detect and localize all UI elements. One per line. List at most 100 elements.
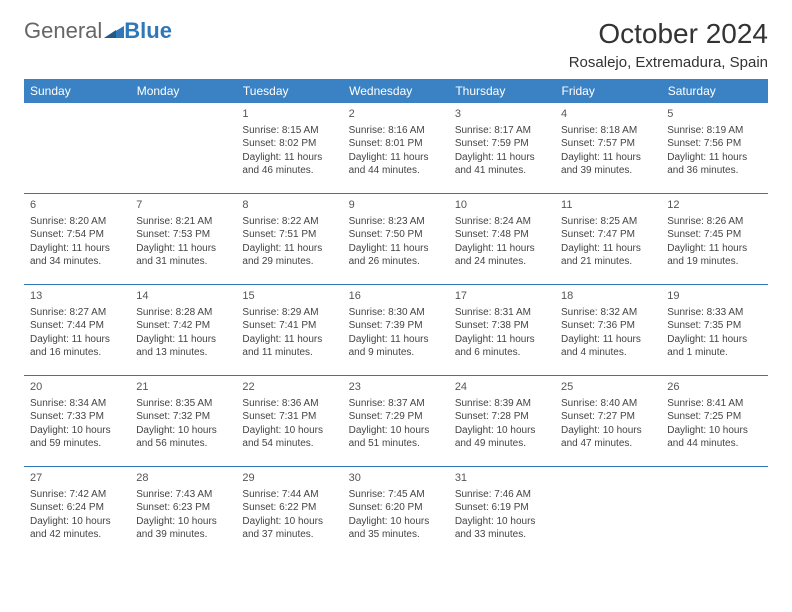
- sunset-text: Sunset: 7:27 PM: [561, 410, 655, 424]
- calendar-day-cell: 23Sunrise: 8:37 AMSunset: 7:29 PMDayligh…: [343, 376, 449, 467]
- weekday-header: Tuesday: [236, 79, 342, 103]
- calendar-empty-cell: [24, 103, 130, 194]
- daylight-text: Daylight: 10 hours and 33 minutes.: [455, 515, 549, 542]
- sunset-text: Sunset: 6:22 PM: [242, 501, 336, 515]
- calendar-day-cell: 6Sunrise: 8:20 AMSunset: 7:54 PMDaylight…: [24, 194, 130, 285]
- brand-triangle-icon: [104, 18, 124, 44]
- weekday-header: Sunday: [24, 79, 130, 103]
- daylight-text: Daylight: 10 hours and 54 minutes.: [242, 424, 336, 451]
- calendar-day-cell: 21 Sunrise: 8:35 AMSunset: 7:32 PMDayligh…: [130, 376, 236, 467]
- calendar-day-cell: 1Sunrise: 8:15 AMSunset: 8:02 PMDaylight…: [236, 103, 342, 194]
- calendar-week-row: 6Sunrise: 8:20 AMSunset: 7:54 PMDaylight…: [24, 194, 768, 285]
- daylight-text: Daylight: 10 hours and 56 minutes.: [136, 424, 230, 451]
- sunset-text: Sunset: 6:20 PM: [349, 501, 443, 515]
- daylight-text: Daylight: 11 hours and 6 minutes.: [455, 333, 549, 360]
- day-number: 4: [561, 107, 655, 122]
- sunrise-text: Sunrise: 8:16 AM: [349, 124, 443, 138]
- sunrise-text: Sunrise: 8:33 AM: [667, 306, 761, 320]
- calendar-body: 1Sunrise: 8:15 AMSunset: 8:02 PMDaylight…: [24, 103, 768, 557]
- calendar-day-cell: 20Sunrise: 8:34 AMSunset: 7:33 PMDayligh…: [24, 376, 130, 467]
- daylight-text: Daylight: 11 hours and 21 minutes.: [561, 242, 655, 269]
- calendar-day-cell: 27Sunrise: 7:42 AMSunset: 6:24 PMDayligh…: [24, 467, 130, 558]
- calendar-day-cell: 22Sunrise: 8:36 AMSunset: 7:31 PMDayligh…: [236, 376, 342, 467]
- sunrise-text: Sunrise: 8:40 AM: [561, 397, 655, 411]
- calendar-day-cell: 11Sunrise: 8:25 AMSunset: 7:47 PMDayligh…: [555, 194, 661, 285]
- daylight-text: Daylight: 10 hours and 44 minutes.: [667, 424, 761, 451]
- day-number: 25: [561, 380, 655, 395]
- sunrise-text: Sunrise: 7:42 AM: [30, 488, 124, 502]
- weekday-header: Wednesday: [343, 79, 449, 103]
- sunrise-text: Sunrise: 8:17 AM: [455, 124, 549, 138]
- calendar-day-cell: 13Sunrise: 8:27 AMSunset: 7:44 PMDayligh…: [24, 285, 130, 376]
- month-title: October 2024: [569, 18, 768, 50]
- day-number: 18: [561, 289, 655, 304]
- day-number: 1: [242, 107, 336, 122]
- sunset-text: Sunset: 7:36 PM: [561, 319, 655, 333]
- day-number: 27: [30, 471, 124, 486]
- day-number: 22: [242, 380, 336, 395]
- sunrise-text: Sunrise: 8:23 AM: [349, 215, 443, 229]
- day-number: 19: [667, 289, 761, 304]
- calendar-week-row: 27Sunrise: 7:42 AMSunset: 6:24 PMDayligh…: [24, 467, 768, 558]
- day-number: 23: [349, 380, 443, 395]
- day-number: 6: [30, 198, 124, 213]
- sunrise-text: Sunrise: 8:31 AM: [455, 306, 549, 320]
- sunset-text: Sunset: 7:35 PM: [667, 319, 761, 333]
- daylight-text: Daylight: 10 hours and 49 minutes.: [455, 424, 549, 451]
- calendar-day-cell: 7Sunrise: 8:21 AMSunset: 7:53 PMDaylight…: [130, 194, 236, 285]
- weekday-header: Monday: [130, 79, 236, 103]
- calendar-table: SundayMondayTuesdayWednesdayThursdayFrid…: [24, 79, 768, 557]
- calendar-day-cell: 2Sunrise: 8:16 AMSunset: 8:01 PMDaylight…: [343, 103, 449, 194]
- sunset-text: Sunset: 7:47 PM: [561, 228, 655, 242]
- day-number: 24: [455, 380, 549, 395]
- daylight-text: Daylight: 10 hours and 35 minutes.: [349, 515, 443, 542]
- calendar-day-cell: 4Sunrise: 8:18 AMSunset: 7:57 PMDaylight…: [555, 103, 661, 194]
- calendar-day-cell: 26Sunrise: 8:41 AMSunset: 7:25 PMDayligh…: [661, 376, 767, 467]
- daylight-text: Daylight: 11 hours and 19 minutes.: [667, 242, 761, 269]
- calendar-day-cell: 12Sunrise: 8:26 AMSunset: 7:45 PMDayligh…: [661, 194, 767, 285]
- sunset-text: Sunset: 8:02 PM: [242, 137, 336, 151]
- daylight-text: Daylight: 11 hours and 24 minutes.: [455, 242, 549, 269]
- sunset-text: Sunset: 6:19 PM: [455, 501, 549, 515]
- sunrise-text: Sunrise: 8:18 AM: [561, 124, 655, 138]
- daylight-text: Daylight: 11 hours and 13 minutes.: [136, 333, 230, 360]
- calendar-day-cell: 30Sunrise: 7:45 AMSunset: 6:20 PMDayligh…: [343, 467, 449, 558]
- day-number: 5: [667, 107, 761, 122]
- sunset-text: Sunset: 7:41 PM: [242, 319, 336, 333]
- sunset-text: Sunset: 7:29 PM: [349, 410, 443, 424]
- sunrise-text: Sunrise: 8:35 AM: [136, 397, 230, 411]
- sunset-text: Sunset: 8:01 PM: [349, 137, 443, 151]
- day-number: 21: [136, 380, 230, 395]
- sunrise-text: Sunrise: 7:43 AM: [136, 488, 230, 502]
- daylight-text: Daylight: 11 hours and 1 minute.: [667, 333, 761, 360]
- day-number: 28: [136, 471, 230, 486]
- daylight-text: Daylight: 11 hours and 16 minutes.: [30, 333, 124, 360]
- calendar-empty-cell: [130, 103, 236, 194]
- sunset-text: Sunset: 7:56 PM: [667, 137, 761, 151]
- day-number: 3: [455, 107, 549, 122]
- sunset-text: Sunset: 7:32 PM: [136, 410, 230, 424]
- calendar-page: General Blue October 2024 Rosalejo, Extr…: [0, 0, 792, 575]
- sunset-text: Sunset: 7:39 PM: [349, 319, 443, 333]
- sunset-text: Sunset: 7:53 PM: [136, 228, 230, 242]
- calendar-day-cell: 9Sunrise: 8:23 AMSunset: 7:50 PMDaylight…: [343, 194, 449, 285]
- day-number: 2: [349, 107, 443, 122]
- daylight-text: Daylight: 10 hours and 59 minutes.: [30, 424, 124, 451]
- sunrise-text: Sunrise: 8:21 AM: [136, 215, 230, 229]
- day-number: 16: [349, 289, 443, 304]
- daylight-text: Daylight: 11 hours and 29 minutes.: [242, 242, 336, 269]
- calendar-day-cell: 25Sunrise: 8:40 AMSunset: 7:27 PMDayligh…: [555, 376, 661, 467]
- day-number: 17: [455, 289, 549, 304]
- sunset-text: Sunset: 7:59 PM: [455, 137, 549, 151]
- day-number: 31: [455, 471, 549, 486]
- calendar-day-cell: 3Sunrise: 8:17 AMSunset: 7:59 PMDaylight…: [449, 103, 555, 194]
- sunrise-text: Sunrise: 8:26 AM: [667, 215, 761, 229]
- sunrise-text: Sunrise: 8:32 AM: [561, 306, 655, 320]
- calendar-day-cell: 15Sunrise: 8:29 AMSunset: 7:41 PMDayligh…: [236, 285, 342, 376]
- calendar-day-cell: 19 Sunrise: 8:33 AMSunset: 7:35 PMDayligh…: [661, 285, 767, 376]
- day-number: 13: [30, 289, 124, 304]
- daylight-text: Daylight: 11 hours and 4 minutes.: [561, 333, 655, 360]
- calendar-header-row: SundayMondayTuesdayWednesdayThursdayFrid…: [24, 79, 768, 103]
- sunrise-text: Sunrise: 8:30 AM: [349, 306, 443, 320]
- calendar-day-cell: 28Sunrise: 7:43 AMSunset: 6:23 PMDayligh…: [130, 467, 236, 558]
